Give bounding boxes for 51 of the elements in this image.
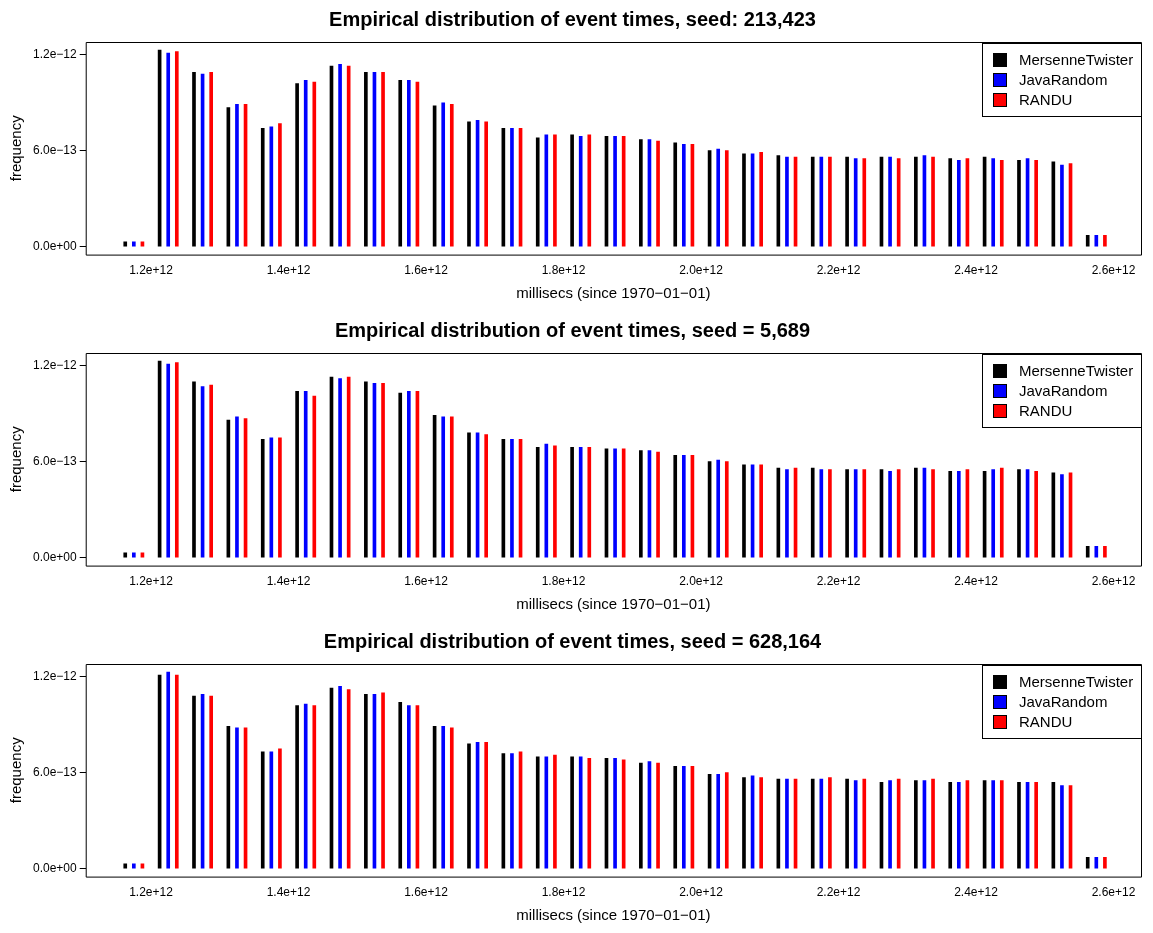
legend-label: MersenneTwister [1019,50,1134,70]
x-tick-label: 2.2e+12 [816,885,861,900]
x-tick-label: 1.8e+12 [541,574,586,589]
y-axis-title: frequency [7,736,25,804]
x-tick-label: 2.4e+12 [954,263,999,278]
x-tick-label: 2.6e+12 [1091,885,1136,900]
x-tick-label: 2.6e+12 [1091,263,1136,278]
x-tick-label: 1.8e+12 [541,263,586,278]
x-tick-label: 1.6e+12 [404,263,449,278]
x-tick-label: 2.0e+12 [679,574,724,589]
x-tick-label: 1.2e+12 [129,885,174,900]
chart-title: Empirical distribution of event times, seed: 213,423 [329,7,816,30]
y-tick-label: 6.0e−13 [32,454,78,469]
x-tick-label: 2.0e+12 [679,263,724,278]
x-tick-label: 2.2e+12 [816,263,861,278]
y-tick-label: 1.2e−12 [32,669,78,684]
y-tick-label: 0.0e+00 [32,238,78,253]
x-tick-label: 1.4e+12 [266,574,311,589]
y-tick-label: 0.0e+00 [32,860,78,875]
legend-label: RANDU [1019,401,1073,421]
y-tick-label: 0.0e+00 [32,549,78,564]
x-tick-label: 1.8e+12 [541,885,586,900]
y-tick-label: 1.2e−12 [32,47,78,62]
x-axis-title: millisecs (since 1970−01−01) [516,595,711,613]
y-axis-title: frequency [7,114,25,182]
y-tick-label: 1.2e−12 [32,358,78,373]
x-tick-label: 1.4e+12 [266,885,311,900]
x-axis-title: millisecs (since 1970−01−01) [516,906,711,924]
x-tick-label: 1.2e+12 [129,263,174,278]
legend-label: RANDU [1019,712,1073,732]
legend-label: JavaRandom [1019,70,1108,90]
legend-label: MersenneTwister [1019,672,1134,692]
chart-title: Empirical distribution of event times, seed = 628,164 [323,629,823,652]
legend-label: JavaRandom [1019,692,1108,712]
x-tick-label: 2.4e+12 [954,885,999,900]
y-axis-title: frequency [7,425,25,493]
y-tick-label: 6.0e−13 [32,765,78,780]
legend-label: JavaRandom [1019,381,1108,401]
chart-title: Empirical distribution of event times, seed = 5,689 [334,318,811,341]
x-tick-label: 2.4e+12 [954,574,999,589]
legend-label: RANDU [1019,90,1073,110]
x-axis-title: millisecs (since 1970−01−01) [516,284,711,302]
x-tick-label: 1.6e+12 [404,574,449,589]
x-tick-label: 2.6e+12 [1091,574,1136,589]
x-tick-label: 2.2e+12 [816,574,861,589]
x-tick-label: 1.2e+12 [129,574,174,589]
x-tick-label: 1.6e+12 [404,885,449,900]
y-tick-label: 6.0e−13 [32,143,78,158]
x-tick-label: 1.4e+12 [266,263,311,278]
legend-label: MersenneTwister [1019,361,1134,381]
x-tick-label: 2.0e+12 [679,885,724,900]
